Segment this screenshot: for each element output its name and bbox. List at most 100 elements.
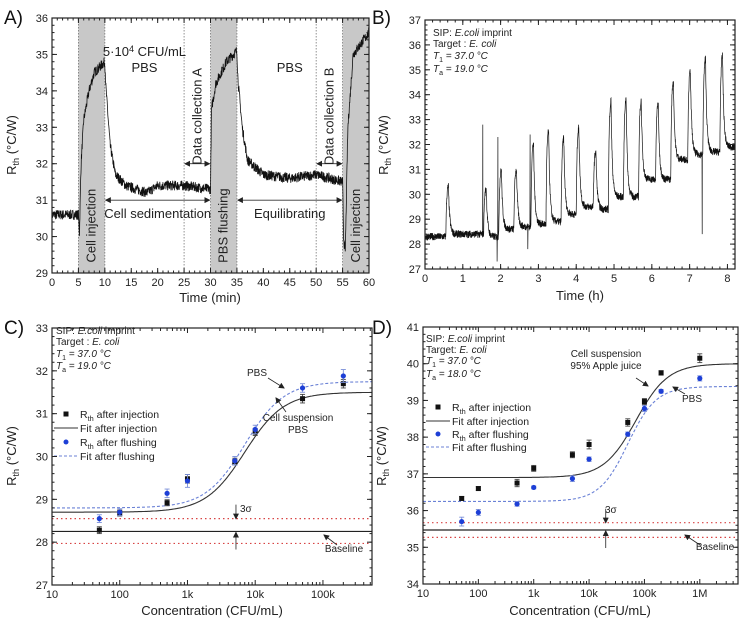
y-tick-label: 40 xyxy=(407,359,419,371)
info-line: Ta = 19.0 °C xyxy=(56,361,112,374)
y-tick-label: 27 xyxy=(409,264,421,276)
y-tick-label: 31 xyxy=(36,195,48,207)
annotation-baseline: Baseline xyxy=(696,542,735,553)
info-line-part: T xyxy=(433,64,440,75)
x-tick-label: 10k xyxy=(580,588,598,600)
x-tick-label: 5 xyxy=(611,273,617,285)
panel-label: A) xyxy=(4,8,23,29)
y-tick-label: 33 xyxy=(36,122,48,134)
point-after-injection xyxy=(475,486,481,492)
fit-line-injection xyxy=(52,391,372,513)
x-tick-label: 10 xyxy=(417,588,429,600)
y-axis-label-part: th xyxy=(381,469,391,477)
fit-line-injection xyxy=(423,363,738,479)
point-after-flushing xyxy=(117,509,123,515)
x-tick-label: 5 xyxy=(75,277,81,289)
info-line-part: E. coli xyxy=(469,39,497,50)
y-tick-label: 35 xyxy=(409,65,421,77)
x-tick-label: 4 xyxy=(573,273,579,285)
x-tick-label: 100 xyxy=(469,588,487,600)
y-tick-label: 35 xyxy=(36,49,48,61)
info-line: T1 = 37.0 °C xyxy=(56,349,112,362)
point-after-flushing xyxy=(586,456,592,462)
info-line-part: SIP: xyxy=(56,326,78,337)
panel-b: B)Time (h)Rth (°C/W)SIP: E.coli imprintT… xyxy=(372,8,736,303)
point-after-injection xyxy=(625,419,631,425)
info-line-part: T xyxy=(56,349,63,360)
y-axis-label-part: R xyxy=(376,165,391,174)
legend-entry-part: R xyxy=(80,437,88,449)
point-after-injection xyxy=(531,465,537,471)
x-tick-label: 3 xyxy=(535,273,541,285)
info-line-part: E.coli xyxy=(78,326,103,337)
x-axis-label: Time (min) xyxy=(179,290,241,305)
region-label: Cell injection xyxy=(348,189,363,263)
x-tick-label: 10k xyxy=(246,589,264,601)
info-line-part: T xyxy=(433,51,440,62)
info-line-part: imprint xyxy=(102,326,135,337)
info-line-part: 1 xyxy=(432,362,436,369)
y-tick-label: 31 xyxy=(36,409,48,421)
region-label: Cell injection xyxy=(84,189,99,263)
info-line-part: a xyxy=(62,367,66,374)
x-tick-label: 10 xyxy=(99,277,111,289)
panel-label: C) xyxy=(4,318,24,339)
legend-entry: Rth after flushing xyxy=(452,429,529,443)
y-tick-label: 32 xyxy=(36,366,48,378)
concentration-note-part: 5·10 xyxy=(103,44,129,59)
point-after-flushing xyxy=(232,458,238,464)
x-tick-label: 30 xyxy=(204,277,216,289)
x-tick-label: 15 xyxy=(125,277,137,289)
info-line: Ta = 19.0 °C xyxy=(433,64,489,77)
x-tick-label: 0 xyxy=(422,273,428,285)
info-line: T1 = 37.0 °C xyxy=(433,51,489,64)
legend-entry: Fit after injection xyxy=(80,423,157,435)
info-line-part: 1 xyxy=(439,57,443,64)
x-tick-label: 20 xyxy=(152,277,164,289)
fit-line-flushing xyxy=(423,385,738,502)
y-axis-label-part: R xyxy=(4,165,19,174)
point-after-flushing xyxy=(96,516,102,522)
panel-label: B) xyxy=(372,8,391,29)
annotation-pbs: PBS xyxy=(682,394,702,405)
y-axis-label: Rth (°C/W) xyxy=(4,426,21,486)
info-line-part: 1 xyxy=(62,355,66,362)
y-tick-label: 27 xyxy=(36,580,48,592)
annotation-cell_2: PBS xyxy=(288,425,308,436)
arrow-label: Equilibrating xyxy=(254,206,326,221)
legend-entry-part: R xyxy=(80,409,88,421)
legend-entry: Fit after injection xyxy=(452,416,529,428)
point-after-flushing xyxy=(658,388,664,394)
point-after-flushing xyxy=(531,484,537,491)
point-after-injection xyxy=(96,527,102,533)
y-tick-label: 37 xyxy=(409,15,421,27)
medium-note-part: PBS xyxy=(131,60,157,75)
x-axis-label: Concentration (CFU/mL) xyxy=(141,603,283,618)
annotation-cell_1: Cell suspension xyxy=(571,349,642,360)
y-tick-label: 29 xyxy=(36,268,48,280)
point-after-flushing xyxy=(184,478,191,484)
point-after-flushing xyxy=(697,375,703,381)
info-line: Target : E. coli xyxy=(433,39,497,50)
legend-entry: Fit after flushing xyxy=(452,442,527,454)
y-axis-label: Rth (°C/W) xyxy=(376,115,393,175)
legend-entry-part: th xyxy=(460,407,466,416)
arrow-label: Cell sedimentation xyxy=(104,206,211,221)
info-line-part: = 37.0 °C xyxy=(436,356,482,367)
x-tick-label: 10 xyxy=(46,589,58,601)
annotation-pbs: PBS xyxy=(247,368,267,379)
info-line-part: = 37.0 °C xyxy=(443,51,489,62)
info-line-part: E. coli xyxy=(92,337,120,348)
y-tick-label: 32 xyxy=(409,140,421,152)
y-axis-label-part: R xyxy=(374,476,389,485)
y-axis-label-part: (°C/W) xyxy=(374,426,389,469)
x-tick-label: 100k xyxy=(633,588,657,600)
arrow-label: Data collection A xyxy=(189,68,204,165)
shaded-region xyxy=(78,18,105,273)
x-tick-label: 1k xyxy=(182,589,194,601)
point-after-injection xyxy=(641,399,647,405)
point-after-injection xyxy=(164,500,170,506)
info-line-part: = 18.0 °C xyxy=(436,369,482,380)
point-after-injection xyxy=(569,452,575,458)
